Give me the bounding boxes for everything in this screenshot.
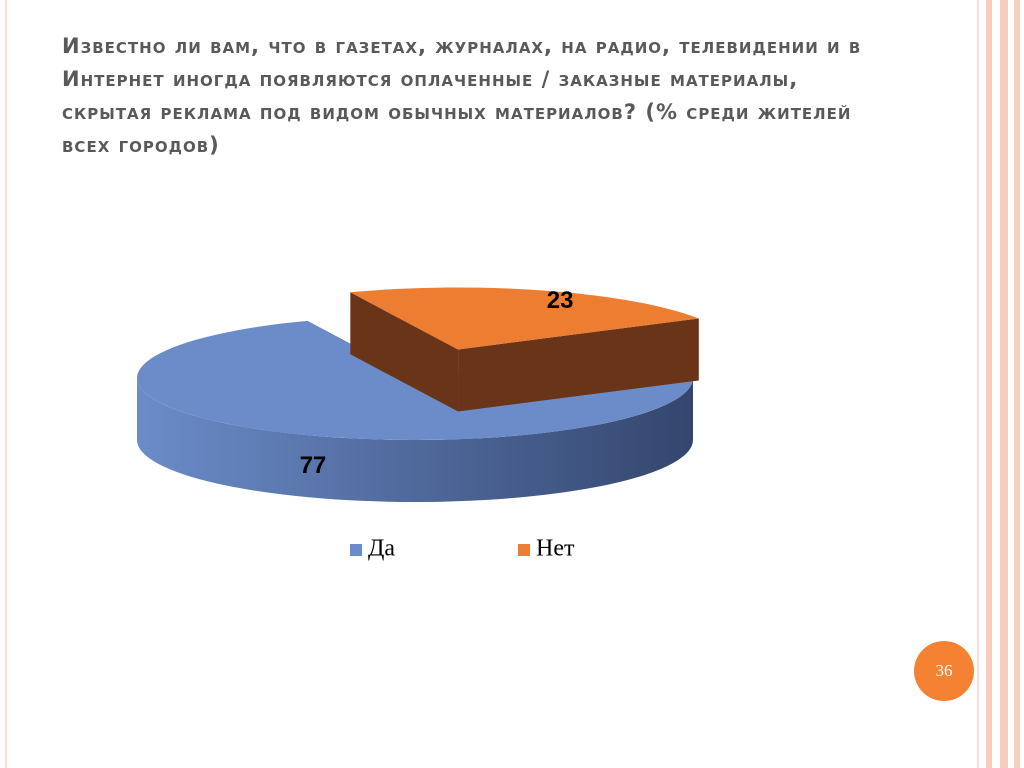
data-label: 23 (547, 287, 574, 314)
pie-cut-face (350, 292, 459, 412)
stripe (986, 0, 992, 768)
pie-cut-face (458, 318, 699, 412)
data-label: 77 (300, 452, 327, 479)
slide-number-badge (914, 641, 974, 701)
legend-label: Да (368, 536, 395, 562)
pie-slice (350, 287, 699, 412)
legend-swatch (518, 544, 530, 556)
slide-number: 36 (936, 661, 953, 680)
legend-label: Нет (536, 536, 575, 562)
legend-swatch (350, 544, 362, 556)
pie-side (137, 378, 693, 502)
slide-title: Известно ли вам, что в газетах, журналах… (62, 34, 862, 157)
pie-top (350, 287, 699, 350)
stripe (1014, 0, 1020, 768)
stripe (1000, 0, 1008, 768)
